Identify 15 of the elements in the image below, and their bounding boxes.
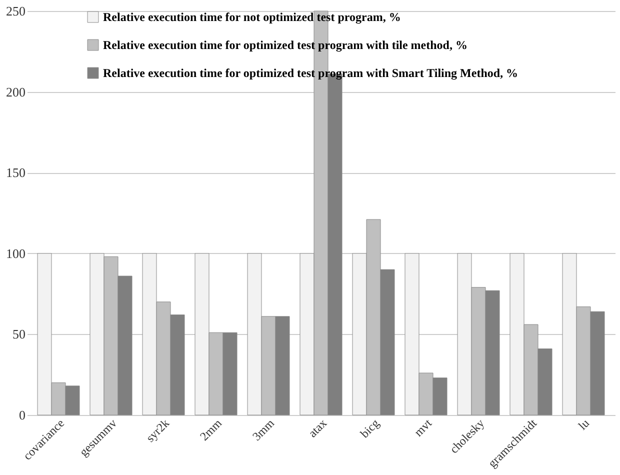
y-tick-label: 100 bbox=[6, 246, 26, 261]
legend-label: Relative execution time for optimized test program with tile method, % bbox=[103, 38, 468, 52]
y-tick-label: 200 bbox=[6, 84, 26, 100]
x-tick-label: mvt bbox=[411, 416, 435, 440]
legend-label: Relative execution time for optimized test program with Smart Tiling Method, % bbox=[103, 66, 518, 80]
y-tick-label: 150 bbox=[6, 165, 26, 180]
y-tick-label: 0 bbox=[19, 408, 26, 422]
x-tick-label: atax bbox=[305, 416, 330, 440]
x-tick-label: 3mm bbox=[250, 416, 278, 444]
y-tick-label: 50 bbox=[12, 326, 26, 342]
x-tick-label: 2mm bbox=[197, 416, 225, 444]
y-tick-label: 250 bbox=[6, 4, 26, 18]
legend-label: Relative execution time for not optimized test program, % bbox=[103, 10, 401, 24]
x-tick-label: bicg bbox=[357, 416, 382, 441]
x-tick-label: lu bbox=[575, 416, 592, 433]
